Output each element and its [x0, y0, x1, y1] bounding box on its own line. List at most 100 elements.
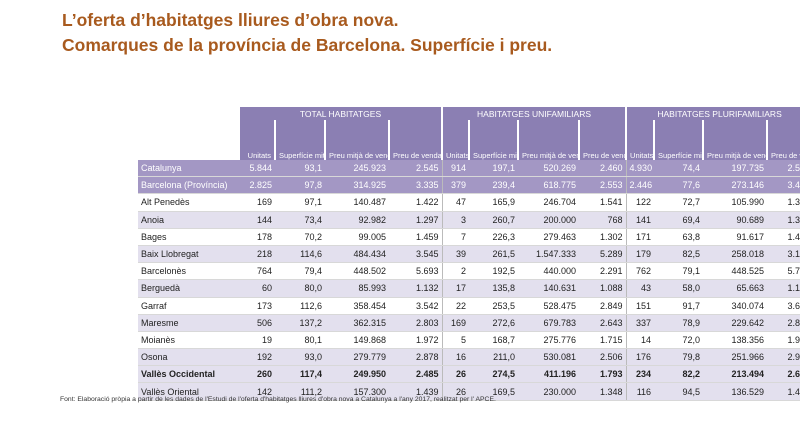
table-cell: 80,1	[275, 331, 325, 350]
table-cell: 2.919	[767, 348, 800, 367]
table-cell: 72,7	[654, 193, 704, 212]
col-header-superficie: Superfície mitjana (m² útils)	[469, 120, 519, 160]
table-cell: 74,4	[654, 160, 704, 178]
col-header-preu-m2: Preu de venda per m² útil (€)	[767, 120, 800, 160]
table-cell: 192	[239, 348, 275, 367]
table-cell: 3.335	[389, 176, 442, 195]
table-cell: 82,5	[654, 245, 704, 264]
table-cell: 246.704	[518, 193, 579, 212]
column-header-row: Unitats Superfície mitjana (m² útils) Pr…	[138, 120, 800, 160]
table-cell: 1.439	[389, 382, 442, 401]
table-cell: 520.269	[518, 160, 579, 178]
table-cell: 448.502	[325, 262, 389, 281]
table-cell: 914	[441, 160, 469, 178]
table-cell: 85.993	[325, 279, 389, 298]
row-name: Osona	[138, 348, 239, 367]
table-cell: 211,0	[469, 348, 518, 367]
table-cell: 70,2	[275, 228, 325, 246]
row-name: Catalunya	[138, 160, 239, 178]
table-row: Moianès 19 80,1 149.868 1.972 5 168,7 275.776 1.…	[138, 331, 800, 350]
table-cell: 1.308	[767, 211, 800, 229]
table-cell: 73,4	[275, 211, 325, 229]
table-cell: 91.617	[703, 228, 768, 246]
row-name: Barcelona (Província)	[138, 176, 239, 195]
table-cell: 2.485	[389, 365, 442, 384]
table-cell: 239,4	[469, 176, 518, 195]
table-cell: 82,2	[654, 365, 704, 384]
table-cell: 258.018	[703, 245, 768, 264]
table-row: Vallès Occidental 260 117,4 249.950 2.485 26 2…	[138, 365, 800, 384]
table-cell: 226,3	[469, 228, 518, 246]
table-cell: 506	[239, 314, 275, 332]
table-cell: 2.825	[239, 176, 275, 195]
table-cell: 3.545	[389, 245, 442, 264]
table-cell: 2.642	[767, 365, 800, 384]
table-cell: 169	[441, 314, 469, 332]
table-cell: 1.541	[579, 193, 627, 212]
table-cell: 3.617	[767, 297, 800, 315]
table-cell: 58,0	[654, 279, 704, 298]
table-cell: 1.793	[579, 365, 627, 384]
table-cell: 2	[441, 262, 469, 281]
table-cell: 79,1	[654, 262, 704, 281]
table-cell: 245.923	[325, 160, 389, 178]
table-cell: 26	[441, 382, 469, 401]
table-cell: 764	[239, 262, 275, 281]
table-cell: 60	[239, 279, 275, 298]
table-cell: 314.925	[325, 176, 389, 195]
table-cell: 2.545	[389, 160, 442, 178]
table-cell: 39	[441, 245, 469, 264]
table-cell: 173	[239, 297, 275, 315]
col-header-preu-mitja: Preu mitjà de venda de l'habitatge (€)	[325, 120, 390, 160]
table-cell: 1.459	[389, 228, 442, 246]
table-cell: 1.422	[389, 193, 442, 212]
table-cell: 362.315	[325, 314, 389, 332]
table-cell: 114,6	[275, 245, 325, 264]
table-cell: 2.291	[579, 262, 627, 281]
table-cell: 261,5	[469, 245, 518, 264]
table-cell: 165,9	[469, 193, 518, 212]
table-cell: 273.146	[703, 176, 768, 195]
table-cell: 1.088	[579, 279, 627, 298]
table-cell: 275.776	[518, 331, 579, 350]
source-note: Font: Elaboració pròpia a partir de les …	[60, 396, 496, 403]
table-row: Baix Llobregat 218 114,6 484.434 3.545 39 261,…	[138, 245, 800, 264]
table-cell: 105.990	[703, 193, 768, 212]
table-cell: 530.081	[518, 348, 579, 367]
table-cell: 440.000	[518, 262, 579, 281]
table-cell: 141	[625, 211, 655, 229]
table-cell: 5.844	[239, 160, 275, 178]
row-name: Barcelonès	[138, 262, 239, 281]
col-header-preu-mitja: Preu mitjà de venda de l'habitatge (€)	[703, 120, 769, 160]
table-cell: 229.642	[703, 314, 768, 332]
table-cell: 5	[441, 331, 469, 350]
table-cell: 171	[625, 228, 655, 246]
row-name: Berguedà	[138, 279, 239, 298]
table-cell: 2.643	[579, 314, 627, 332]
table-cell: 234	[625, 365, 655, 384]
table-cell: 192,5	[469, 262, 518, 281]
table-cell: 92.982	[325, 211, 389, 229]
table-cell: 137,2	[275, 314, 325, 332]
table-cell: 94,5	[654, 382, 704, 401]
table-cell: 77,6	[654, 176, 704, 195]
table-cell: 7	[441, 228, 469, 246]
table-cell: 168,7	[469, 331, 518, 350]
table-cell: 2.803	[389, 314, 442, 332]
table-cell: 97,8	[275, 176, 325, 195]
col-header-preu-m2: Preu de venda per m² útil (€)	[389, 120, 443, 160]
table-cell: 249.950	[325, 365, 389, 384]
group-header-total: TOTAL HABITATGES	[239, 107, 443, 120]
table-cell: 19	[239, 331, 275, 350]
table-cell: 135,8	[469, 279, 518, 298]
row-name: Maresme	[138, 314, 239, 332]
table-cell: 274,5	[469, 365, 518, 384]
table-cell: 768	[579, 211, 627, 229]
table-cell: 2.560	[767, 160, 800, 178]
table-cell: 279.779	[325, 348, 389, 367]
table-cell: 379	[441, 176, 469, 195]
table-cell: 140.631	[518, 279, 579, 298]
col-header-superficie: Superfície mitjana (m² útils)	[275, 120, 326, 160]
table-cell: 16	[441, 348, 469, 367]
table-cell: 411.196	[518, 365, 579, 384]
